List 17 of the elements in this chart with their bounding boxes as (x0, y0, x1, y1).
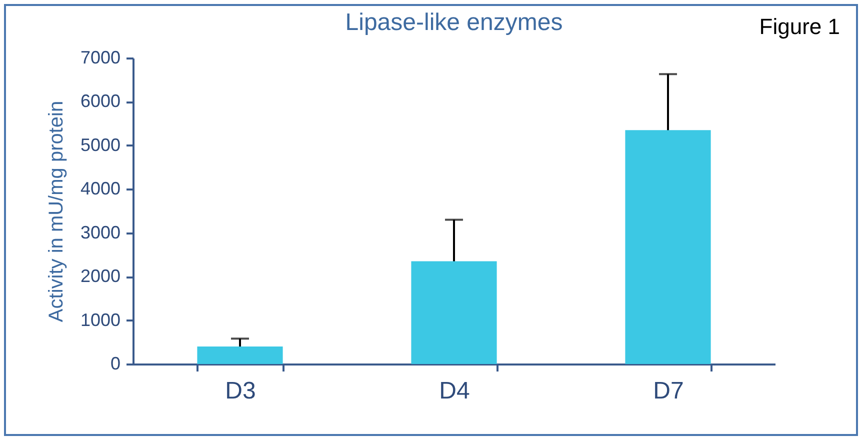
y-tick-label: 4000 (80, 178, 120, 199)
chart-title: Lipase-like enzymes (345, 9, 563, 36)
bar (197, 346, 283, 364)
x-tick-label: D7 (653, 378, 684, 404)
y-tick-label: 0 (110, 354, 120, 374)
y-tick-label: 3000 (80, 222, 120, 242)
x-tick-label: D4 (439, 378, 470, 404)
y-tick-label: 2000 (80, 266, 120, 286)
y-tick-label: 1000 (80, 310, 120, 330)
bar (411, 261, 497, 364)
y-tick-label: 6000 (80, 91, 120, 112)
y-tick-label: 7000 (80, 48, 120, 68)
caption: Figure 1 (759, 14, 840, 40)
bar (625, 130, 711, 364)
x-tick-label: D3 (225, 378, 256, 404)
y-axis-title: Activity in mU/mg protein (45, 100, 68, 322)
y-tick-label: 5000 (80, 134, 120, 155)
